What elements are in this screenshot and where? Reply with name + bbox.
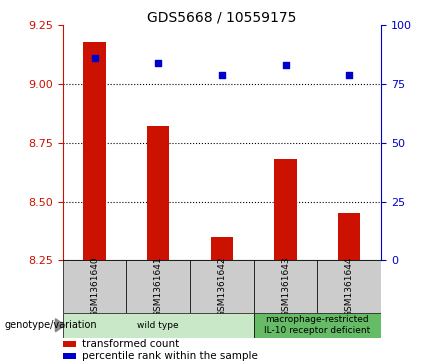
Bar (317, 260, 381, 313)
Point (219, 72, 226, 78)
Text: macrophage-restricted
IL-10 receptor deficient: macrophage-restricted IL-10 receptor def… (264, 315, 371, 335)
Bar (254, 260, 317, 313)
Bar (63, 313, 254, 338)
Title: GDS5668 / 10559175: GDS5668 / 10559175 (147, 10, 297, 24)
Polygon shape (55, 319, 65, 332)
Bar (275, 159, 297, 260)
Text: wild type: wild type (137, 321, 179, 330)
Point (155, 60, 162, 66)
Point (346, 72, 353, 78)
Bar (126, 260, 190, 313)
Bar (63, 260, 126, 313)
Text: GSM1361640: GSM1361640 (90, 256, 99, 317)
Point (282, 62, 289, 68)
Bar (211, 237, 233, 260)
Bar (84, 42, 106, 260)
Text: GSM1361643: GSM1361643 (281, 256, 290, 317)
Text: percentile rank within the sample: percentile rank within the sample (82, 351, 258, 362)
Bar (190, 260, 254, 313)
Text: GSM1361642: GSM1361642 (217, 256, 226, 317)
Text: transformed count: transformed count (82, 339, 179, 350)
Point (91, 56, 98, 61)
Bar (63, 353, 75, 359)
Bar (338, 213, 360, 260)
Text: GSM1361644: GSM1361644 (345, 256, 354, 317)
Bar (63, 341, 75, 347)
Text: GSM1361641: GSM1361641 (154, 256, 163, 317)
Text: genotype/variation: genotype/variation (4, 320, 97, 330)
Bar (147, 126, 169, 260)
Bar (254, 313, 381, 338)
